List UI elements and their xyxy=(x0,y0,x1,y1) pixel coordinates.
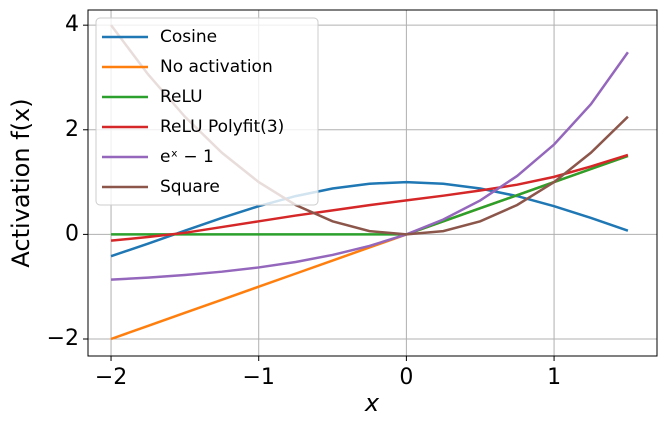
legend: Cosine No activation ReLU ReLU Polyfit(3) eˣ… xyxy=(95,17,319,206)
series-line xyxy=(111,154,629,236)
y-tick-label: 2 xyxy=(65,117,79,142)
legend-box xyxy=(95,17,319,206)
y-tick-label: 4 xyxy=(65,12,79,37)
series-line xyxy=(110,153,629,242)
y-tick-label: 0 xyxy=(65,221,79,246)
legend-label: Cosine xyxy=(160,27,217,47)
x-tick-label: −2 xyxy=(95,365,127,390)
legend-label: No activation xyxy=(160,57,273,77)
plot-frame xyxy=(87,9,658,357)
series-line xyxy=(110,51,629,281)
y-axis-label: Activation f(x) xyxy=(7,98,35,267)
x-tick-label: −1 xyxy=(242,365,274,390)
y-tick-label: −2 xyxy=(47,326,79,351)
x-tick-label: 1 xyxy=(547,365,561,390)
ticks: −2 −1 0 1 −2 0 2 4 xyxy=(47,12,562,390)
x-axis-label: x xyxy=(364,389,380,417)
x-tick-label: 0 xyxy=(399,365,413,390)
legend-label: ReLU Polyfit(3) xyxy=(160,117,284,137)
legend-label: Square xyxy=(160,177,220,197)
legend-label: ReLU xyxy=(160,87,203,107)
series-line xyxy=(110,180,629,258)
legend-label: eˣ − 1 xyxy=(160,147,214,167)
